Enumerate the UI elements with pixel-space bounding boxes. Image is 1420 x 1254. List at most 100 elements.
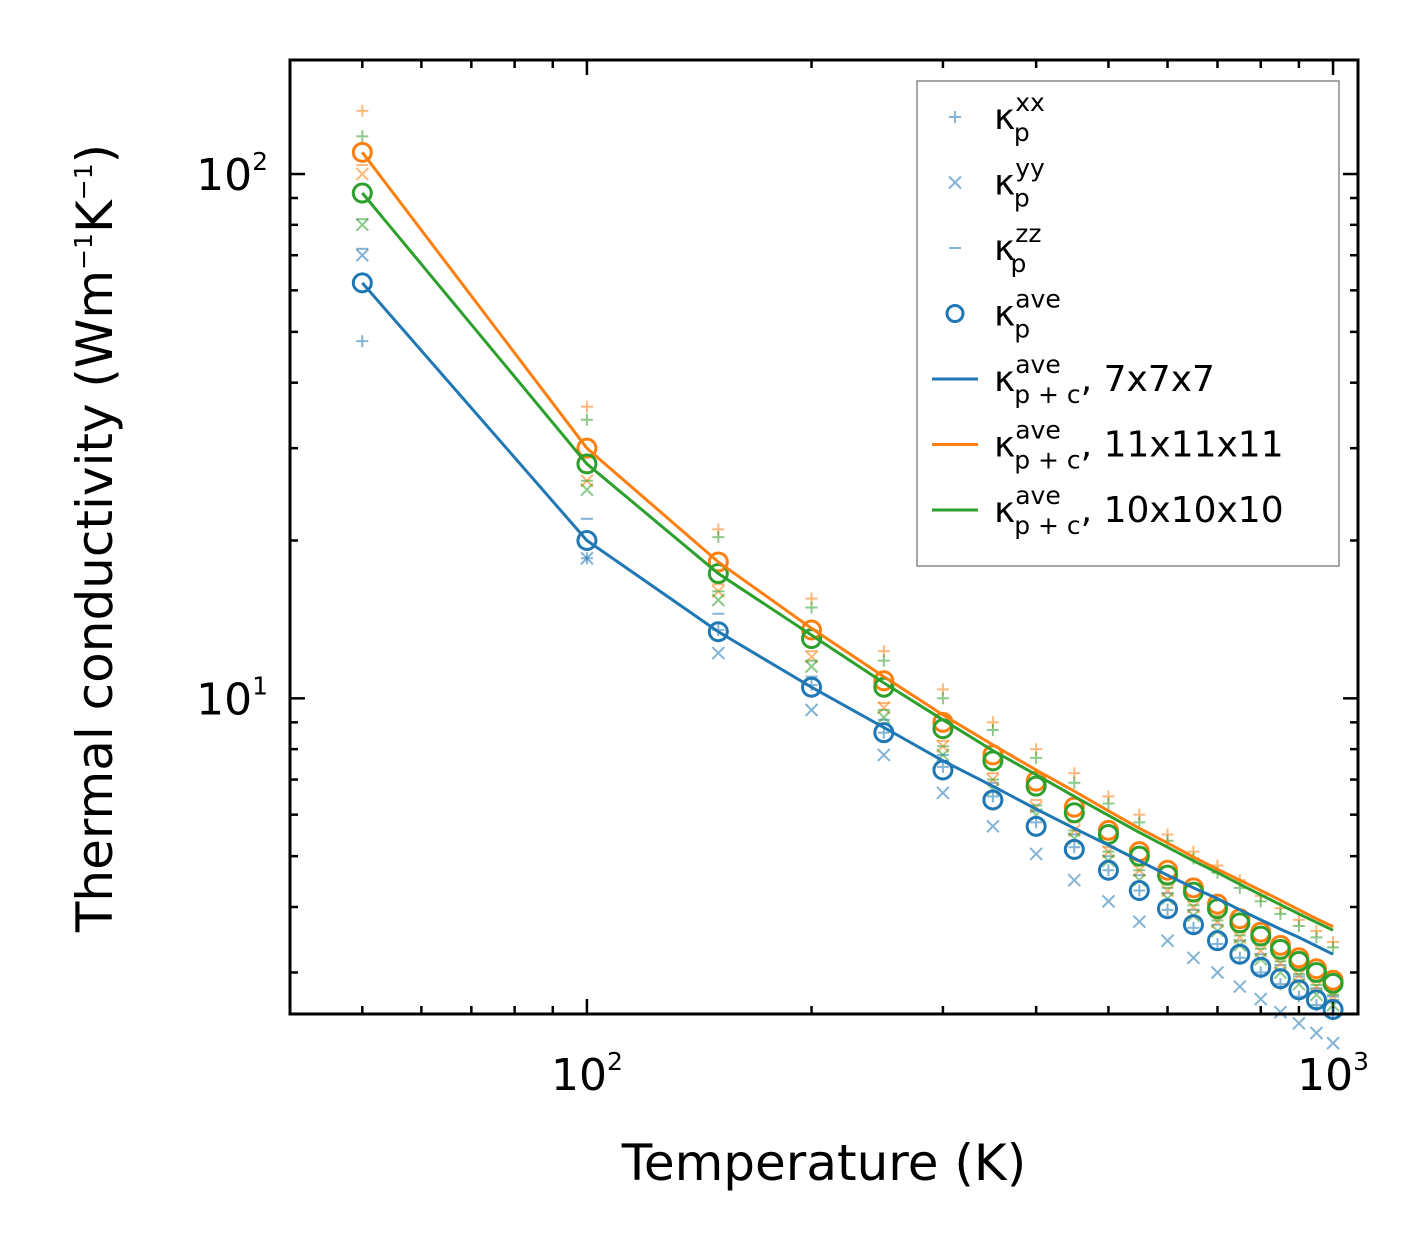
legend-label-sup: ave: [1015, 285, 1061, 314]
cross-b: [1273, 1005, 1288, 1019]
legend-label-sup: yy: [1015, 154, 1045, 183]
kyy-point-7x7x7: [804, 703, 819, 717]
y-axis-label: Thermal conductivity (Wm−1K−1): [66, 144, 124, 933]
kyy-point-10x10x10: [355, 218, 370, 232]
y-axis-label-part: Thermal conductivity (Wm: [66, 270, 124, 933]
legend-label-sub: p: [1010, 249, 1026, 278]
kave-point-7x7x7: [1305, 989, 1327, 1011]
kxx-point-10x10x10: [1068, 776, 1081, 789]
kyy-point-7x7x7: [1067, 873, 1082, 887]
x-tick-label-exponent: 2: [607, 1047, 623, 1076]
legend-label-suffix: , 7x7x7: [1081, 359, 1215, 400]
legend-label-sup: xx: [1015, 88, 1045, 117]
kxx-point-7x7x7: [1068, 841, 1081, 854]
cross-b: [936, 786, 950, 800]
legend-label-base: κ: [994, 425, 1015, 466]
y-axis-label-exponent: −1: [69, 163, 98, 200]
kave-point-7x7x7: [576, 530, 598, 552]
legend-label-base: κ: [994, 97, 1015, 138]
legend-label: κxx p: [994, 88, 1045, 147]
kyy-point-7x7x7: [1292, 1016, 1306, 1031]
y-axis-label-part: K: [66, 199, 124, 233]
legend-symbol-circle: [945, 304, 965, 323]
kave-point-10x10x10: [1229, 912, 1251, 934]
kxx-point-11x11x11: [580, 400, 593, 413]
kxx-point-10x10x10: [1102, 797, 1115, 810]
kxx-point-10x10x10: [805, 601, 818, 614]
legend-label: κyy p: [994, 154, 1045, 213]
kxx-point-10x10x10: [1292, 919, 1305, 932]
kxx-point-7x7x7: [1187, 921, 1200, 934]
cross-b: [948, 175, 962, 190]
kyy-point-7x7x7: [936, 786, 950, 800]
kave-point-7x7x7: [1288, 979, 1310, 1001]
kave-point-10x10x10: [707, 563, 729, 585]
y-axis-label-part: ): [66, 144, 124, 164]
legend-label-sub: p + c: [1014, 380, 1080, 409]
kxx-point-10x10x10: [1133, 816, 1146, 829]
cross-b: [804, 659, 819, 674]
kpc-line-7x7x7: [361, 281, 1334, 956]
legend-label-base: κ: [994, 294, 1015, 335]
kyy-point-7x7x7: [1101, 894, 1116, 909]
x-tick-label-exponent: 3: [1353, 1047, 1369, 1076]
kyy-point-10x10x10: [804, 659, 819, 674]
cross-b: [1273, 965, 1288, 980]
cross-b: [1132, 914, 1147, 929]
legend-label-sub: p: [1014, 184, 1030, 213]
cross-b: [1101, 894, 1116, 909]
kxx-point-7x7x7: [1102, 864, 1115, 877]
kave-point-7x7x7: [1025, 815, 1047, 837]
kave-point-7x7x7: [1182, 914, 1204, 936]
kave-point-11x11x11: [351, 141, 373, 163]
cross-b: [986, 819, 1000, 834]
kyy-point-10x10x10: [711, 593, 726, 607]
kyy-point-7x7x7: [1132, 914, 1147, 929]
legend-label-suffix: , 10x10x10: [1081, 490, 1284, 531]
kyy-point-10x10x10: [1273, 965, 1288, 980]
legend-label-sub: p + c: [1014, 511, 1080, 540]
cross-b: [1233, 979, 1247, 994]
kyy-point-7x7x7: [711, 646, 726, 660]
kave-point-10x10x10: [1250, 925, 1272, 947]
y-tick-label-exponent: 2: [252, 147, 268, 176]
y-tick-label-base: 10: [196, 674, 252, 725]
legend-label-base: κ: [994, 228, 1015, 269]
cross-b: [1210, 965, 1225, 980]
kxx-point-7x7x7: [1133, 884, 1146, 897]
cross-b: [1067, 873, 1082, 887]
cross-b: [1254, 992, 1268, 1006]
kxx-point-10x10x10: [1274, 907, 1287, 920]
y-tick-label: 102: [196, 147, 268, 201]
kxx-point-10x10x10: [936, 692, 949, 705]
legend-label: κave p + c, 7x7x7: [994, 350, 1215, 409]
kyy-point-7x7x7: [1326, 1036, 1340, 1050]
kave-point-10x10x10: [1288, 950, 1310, 972]
cross-b: [711, 646, 726, 660]
kave-point-7x7x7: [1229, 943, 1251, 965]
y-tick-label: 101: [196, 671, 268, 725]
cross-b: [355, 218, 370, 232]
kxx-point-10x10x10: [1254, 895, 1267, 908]
legend-label-sub: p: [1014, 315, 1030, 344]
kave-point-10x10x10: [1025, 775, 1047, 797]
plot-frame: [288, 58, 1360, 1016]
kave-point-7x7x7: [707, 621, 729, 643]
legend-symbol-x: [948, 175, 962, 190]
kyy-point-7x7x7: [355, 248, 370, 262]
legend-label-base: κ: [994, 163, 1015, 204]
kxx-point-7x7x7: [936, 760, 949, 773]
kyy-point-10x10x10: [580, 482, 594, 497]
cross-b: [877, 710, 891, 725]
legend-label: κave p + c, 11x11x11: [994, 416, 1284, 475]
kyy-point-7x7x7: [1309, 1026, 1324, 1040]
kxx-point-10x10x10: [1030, 751, 1043, 764]
cross-b: [1160, 933, 1175, 948]
kpc-line-11x11x11: [361, 151, 1334, 928]
legend-label: κave p: [994, 285, 1061, 344]
kave-point-7x7x7: [801, 676, 823, 698]
kave-point-7x7x7: [1206, 930, 1228, 952]
legend-label-sub: p + c: [1014, 446, 1080, 475]
